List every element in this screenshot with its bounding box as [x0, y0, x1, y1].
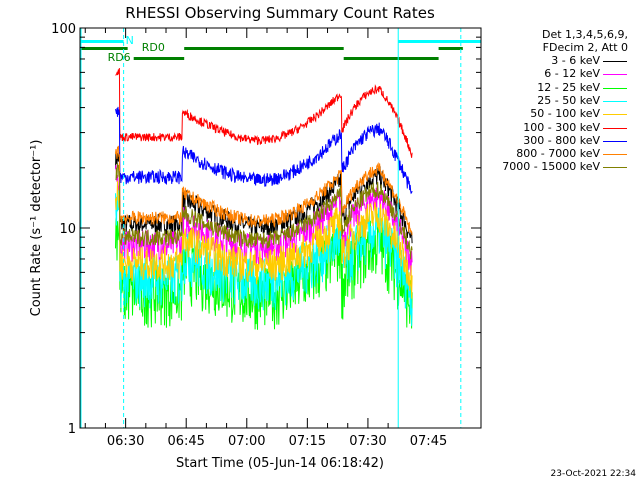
legend-swatch — [603, 140, 627, 142]
rd6-label: RD6 — [108, 51, 131, 64]
night-flag-bar — [398, 40, 481, 43]
series-line — [115, 180, 413, 299]
series-group — [115, 190, 413, 326]
detector-info: FDecim 2, Att 0 — [542, 41, 628, 54]
night-label: N — [126, 34, 134, 47]
series-group — [115, 68, 413, 158]
legend-entry: 25 - 50 keV — [537, 93, 600, 107]
y-tick-label: 10 — [59, 222, 76, 237]
x-axis-label: Start Time (05-Jun-14 06:18:42) — [176, 456, 384, 471]
legend-swatch — [603, 114, 627, 116]
series-line — [115, 68, 413, 158]
timestamp: 23-Oct-2021 22:34 — [551, 469, 637, 479]
detector-info: Det 1,3,4,5,6,9, — [541, 28, 628, 41]
series-line — [115, 163, 413, 260]
legend-entry: 50 - 100 keV — [530, 107, 600, 121]
rd6-flag-bar — [133, 57, 185, 60]
series-line — [115, 145, 413, 236]
series-group — [115, 145, 413, 236]
series-group — [115, 106, 413, 195]
series-line — [115, 190, 413, 326]
legend-entry: 100 - 300 keV — [523, 120, 600, 134]
night-flag-bar — [80, 40, 124, 43]
legend-swatch — [603, 87, 627, 89]
x-tick-label: 07:30 — [349, 434, 386, 449]
rd6-flag-bar — [343, 57, 439, 60]
legend-entry: 12 - 25 keV — [537, 80, 600, 94]
axis-layer: 1 10 100 06:30 06:45 07:00 07:15 07:30 07:45 — [51, 22, 481, 449]
y-axis-label: Count Rate (s⁻¹ detector⁻¹) — [29, 140, 44, 317]
flag-layer: N RD0 RD6 — [80, 28, 481, 428]
legend-entry: 800 - 7000 keV — [516, 147, 600, 161]
x-tick-label: 06:30 — [107, 434, 144, 449]
y-tick-label: 1 — [68, 422, 76, 437]
legend-swatch — [603, 167, 627, 169]
legend-swatch — [603, 74, 627, 76]
x-tick-label: 07:45 — [410, 434, 447, 449]
rd0-flag-bar — [438, 47, 463, 50]
legend-swatch — [603, 100, 627, 102]
x-tick-label: 06:45 — [167, 434, 204, 449]
x-tick-label: 07:00 — [228, 434, 265, 449]
x-tick-label: 07:15 — [289, 434, 326, 449]
legend-swatch — [603, 61, 627, 62]
legend-swatch — [603, 154, 627, 156]
series-line — [115, 106, 413, 195]
series-layer — [115, 68, 413, 330]
series-group — [115, 163, 413, 260]
y-tick-label: 100 — [51, 22, 76, 37]
chart-title: RHESSI Observing Summary Count Rates — [125, 4, 435, 22]
rd0-flag-bar — [80, 47, 128, 50]
legend-entry: 3 - 6 keV — [551, 54, 600, 67]
legend-swatch — [603, 127, 627, 129]
rd0-label: RD0 — [142, 41, 165, 54]
rd0-flag-bar — [184, 47, 344, 50]
legend-entry: 6 - 12 keV — [544, 67, 600, 81]
legend-entry: 300 - 800 keV — [523, 133, 600, 147]
series-group — [115, 180, 413, 299]
legend-entry: 7000 - 15000 keV — [502, 160, 600, 174]
